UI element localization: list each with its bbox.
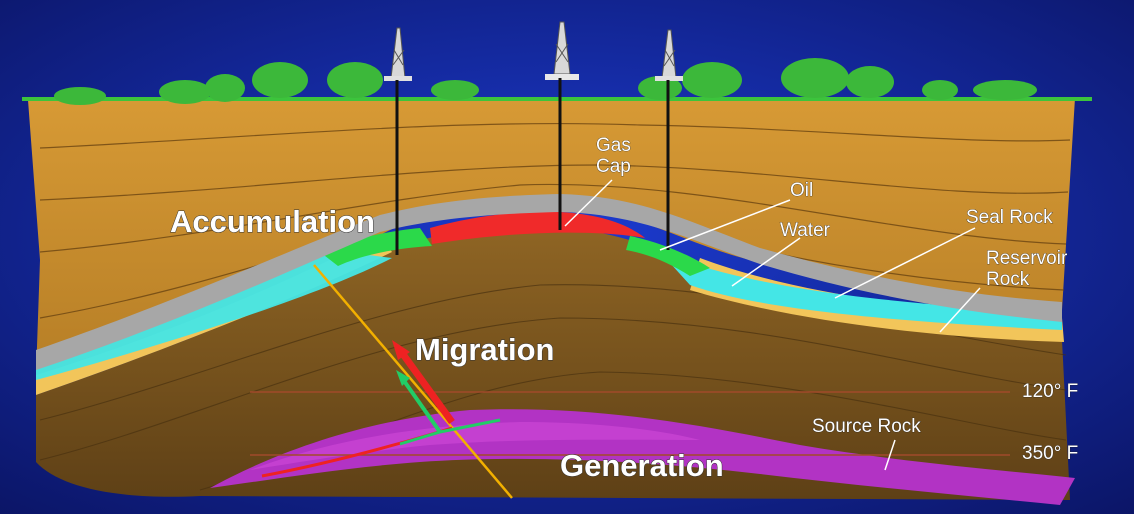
drilling-derrick-icon — [384, 27, 412, 255]
migration-arrows — [261, 340, 501, 478]
migration-label: Migration — [415, 332, 555, 367]
seal-rock-label: Seal Rock — [966, 207, 1053, 228]
fault-line — [313, 264, 513, 499]
seal-rock-layer — [36, 194, 1062, 370]
source-rock-label: Source Rock — [812, 416, 921, 437]
oil-layer-right — [626, 236, 710, 276]
drilling-derrick-icon — [545, 21, 579, 230]
upper-strata — [28, 98, 1075, 375]
gas-cap — [430, 211, 645, 244]
drilling-derrick-icon — [655, 29, 683, 250]
gas-cap-label-line2: Cap — [596, 156, 631, 177]
accumulation-label: Accumulation — [170, 204, 375, 239]
temperature-120-label: 120° F — [1022, 381, 1078, 402]
gas-cap-label: Gas — [596, 135, 631, 156]
ground-surface — [22, 97, 1092, 101]
oil-layer-left — [320, 228, 432, 266]
reservoir-rock-label-line2: Rock — [986, 269, 1030, 290]
leader-lines — [564, 179, 981, 471]
generation-label: Generation — [560, 448, 724, 483]
water-label: Water — [780, 220, 831, 241]
oil-label: Oil — [790, 180, 813, 201]
tree-icon — [54, 58, 1037, 105]
source-rock-highlight — [250, 422, 700, 470]
water-layer — [36, 250, 392, 380]
reservoir-rock-label: Reservoir — [986, 248, 1068, 269]
water-layer-right — [660, 252, 1062, 330]
temperature-350-label: 350° F — [1022, 443, 1078, 464]
